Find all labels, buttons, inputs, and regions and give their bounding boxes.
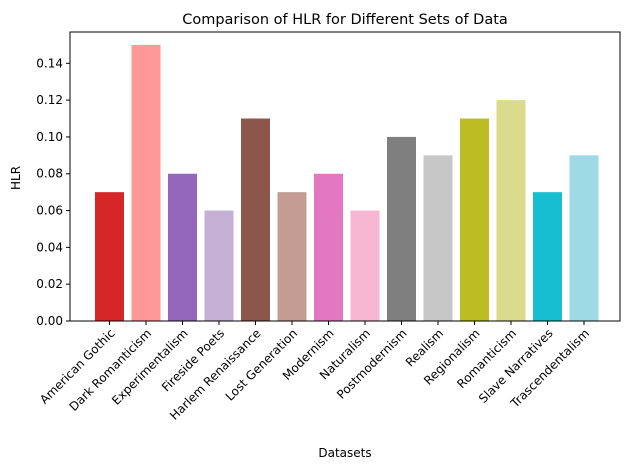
bar [277,192,307,321]
bar [569,155,599,321]
bar [460,118,489,322]
bar [241,118,270,322]
y-axis-label: HLR [9,166,23,190]
y-axis: 0.00 0.02 0.04 0.06 0.08 0.10 0.12 0.14 [36,56,70,328]
x-tick-label: Postmodernism [334,326,409,401]
bar [95,192,124,321]
chart-title: Comparison of HLR for Different Sets of … [182,12,508,28]
bar [314,173,343,321]
plot-frame [69,31,621,322]
x-axis-label: Datasets [318,446,371,460]
y-tick-label: 0.04 [36,240,63,254]
y-tick-label: 0.02 [36,277,63,291]
y-tick-label: 0.08 [36,167,63,181]
bars-layer [95,44,599,322]
bar [387,136,416,321]
bar [168,173,197,321]
y-tick-label: 0.10 [36,130,63,144]
bar [423,155,453,321]
bar [533,192,562,321]
bar [350,210,380,321]
bar [131,44,161,321]
y-tick-label: 0.06 [36,204,63,218]
y-tick-label: 0.14 [36,56,63,70]
bar [496,100,526,321]
y-tick-label: 0.12 [36,93,63,107]
bar [204,210,234,321]
y-tick-label: 0.00 [36,314,63,328]
